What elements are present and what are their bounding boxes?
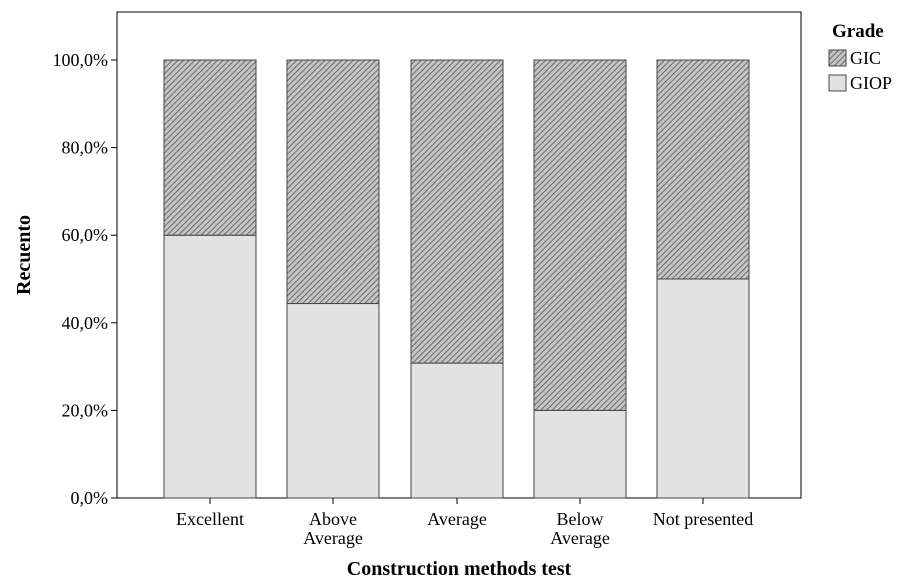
bars-group <box>163 59 750 499</box>
y-tick-label: 100,0% <box>53 50 109 70</box>
legend-swatch-giop <box>828 74 847 92</box>
x-tick-label: Average <box>427 509 487 529</box>
bar-segment-gic <box>656 59 750 280</box>
bar-segment-giop <box>410 362 504 499</box>
bar-segment-gic <box>410 59 504 364</box>
bar-segment-giop <box>656 278 750 499</box>
legend-label-giop: GIOP <box>850 73 892 93</box>
legend-swatch-gic <box>828 49 847 67</box>
bar-segment-gic <box>286 59 380 305</box>
x-tick-label: Above Average <box>303 509 363 548</box>
x-tick-label: Below Average <box>550 509 610 548</box>
legend-label-gic: GIC <box>850 48 881 68</box>
bar-segment-gic <box>163 59 257 236</box>
x-axis: Excellent Above Average Average Below Average… <box>176 498 753 548</box>
y-tick-label: 60,0% <box>62 225 109 245</box>
y-tick-label: 80,0% <box>62 138 109 158</box>
y-tick-label: 40,0% <box>62 313 109 333</box>
y-axis-title: Recuento <box>13 215 35 295</box>
x-tick-label: Excellent <box>176 509 244 529</box>
bar-segment-gic <box>533 59 627 411</box>
x-tick-label: Not presented <box>653 509 753 529</box>
x-axis-title: Construction methods test <box>347 558 572 580</box>
y-tick-label: 20,0% <box>62 400 109 420</box>
legend-title: Grade <box>832 21 884 42</box>
bar-segment-giop <box>286 303 380 499</box>
bar-segment-giop <box>163 234 257 499</box>
legend: Grade GIC GIOP <box>828 21 892 93</box>
y-tick-label: 0,0% <box>71 488 109 508</box>
y-axis: 0,0% 20,0% 40,0% 60,0% 80,0% 100,0% <box>53 50 117 508</box>
bar-segment-giop <box>533 409 627 499</box>
